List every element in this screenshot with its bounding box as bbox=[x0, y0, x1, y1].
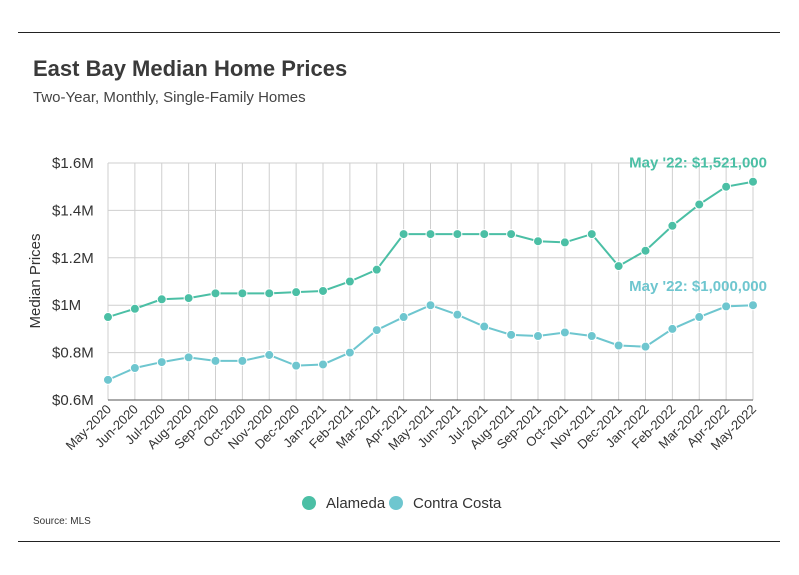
legend-swatch bbox=[302, 496, 316, 510]
data-point bbox=[318, 285, 328, 296]
data-point bbox=[156, 294, 167, 305]
data-point bbox=[721, 301, 732, 312]
x-axis-ticks: May-2020Jun-2020Jul-2020Aug-2020Sep-2020… bbox=[63, 402, 759, 453]
page-subtitle: Two-Year, Monthly, Single-Family Homes bbox=[33, 89, 306, 106]
series-alameda bbox=[103, 176, 758, 323]
y-tick-label: $1.2M bbox=[52, 250, 94, 267]
data-point bbox=[183, 293, 194, 304]
data-point bbox=[371, 264, 382, 275]
y-axis-ticks: $0.6M $0.8M $1M $1.2M $1.4M $1.6M bbox=[52, 155, 94, 409]
data-point bbox=[506, 229, 517, 240]
page-title: East Bay Median Home Prices bbox=[33, 56, 348, 81]
y-axis-label: Median Prices bbox=[27, 233, 44, 328]
legend-item-contra-costa: Contra Costa bbox=[389, 495, 502, 512]
data-point bbox=[506, 329, 517, 340]
data-point bbox=[640, 245, 651, 256]
data-point bbox=[748, 176, 758, 187]
data-point bbox=[371, 325, 382, 336]
annotations: May '22: $1,521,000 May '22: $1,000,000 bbox=[629, 155, 767, 295]
data-point bbox=[103, 312, 113, 323]
y-tick-label: $0.8M bbox=[52, 345, 94, 362]
bottom-rule bbox=[18, 541, 780, 542]
data-point bbox=[694, 199, 705, 210]
source-note: Source: MLS bbox=[33, 516, 91, 527]
data-point bbox=[721, 181, 732, 192]
data-point bbox=[398, 229, 409, 240]
data-point bbox=[425, 229, 436, 240]
y-tick-label: $0.6M bbox=[52, 392, 94, 409]
legend: Alameda Contra Costa bbox=[302, 495, 502, 512]
y-tick-label: $1M bbox=[52, 297, 81, 314]
data-point bbox=[183, 352, 194, 363]
data-point bbox=[452, 309, 463, 320]
legend-label: Contra Costa bbox=[413, 495, 502, 512]
data-point bbox=[129, 363, 140, 374]
y-tick-label: $1.6M bbox=[52, 155, 94, 172]
data-point bbox=[586, 229, 597, 240]
series bbox=[103, 176, 758, 385]
legend-item-alameda: Alameda bbox=[302, 495, 386, 512]
data-point bbox=[264, 288, 275, 299]
data-point bbox=[318, 359, 328, 370]
top-rule bbox=[18, 32, 780, 33]
annotation-label: May '22: $1,000,000 bbox=[629, 278, 767, 295]
data-point bbox=[586, 331, 597, 342]
annotation-label: May '22: $1,521,000 bbox=[629, 155, 767, 172]
data-point bbox=[103, 374, 113, 385]
data-point bbox=[533, 331, 543, 342]
data-point bbox=[237, 355, 248, 366]
data-point bbox=[452, 229, 463, 240]
data-point bbox=[344, 347, 355, 358]
data-point bbox=[425, 300, 436, 311]
series-contra-costa bbox=[103, 300, 758, 385]
data-point bbox=[210, 288, 221, 299]
data-point bbox=[667, 323, 678, 334]
data-point bbox=[237, 288, 248, 299]
y-tick-label: $1.4M bbox=[52, 202, 94, 219]
data-point bbox=[559, 237, 570, 248]
data-point bbox=[291, 287, 302, 298]
legend-swatch bbox=[389, 496, 403, 510]
data-point bbox=[694, 312, 705, 323]
data-point bbox=[533, 236, 543, 247]
data-point bbox=[291, 360, 302, 371]
data-point bbox=[667, 220, 678, 231]
data-point bbox=[559, 327, 570, 338]
data-point bbox=[156, 357, 167, 368]
data-point bbox=[748, 300, 758, 311]
data-point bbox=[479, 229, 490, 240]
data-point bbox=[398, 312, 409, 323]
data-point bbox=[613, 261, 624, 272]
data-point bbox=[264, 349, 275, 360]
data-point bbox=[640, 341, 651, 352]
data-point bbox=[479, 321, 490, 332]
legend-label: Alameda bbox=[326, 495, 386, 512]
data-point bbox=[210, 355, 221, 366]
data-point bbox=[344, 276, 355, 287]
data-point bbox=[613, 340, 624, 351]
data-point bbox=[129, 303, 140, 314]
